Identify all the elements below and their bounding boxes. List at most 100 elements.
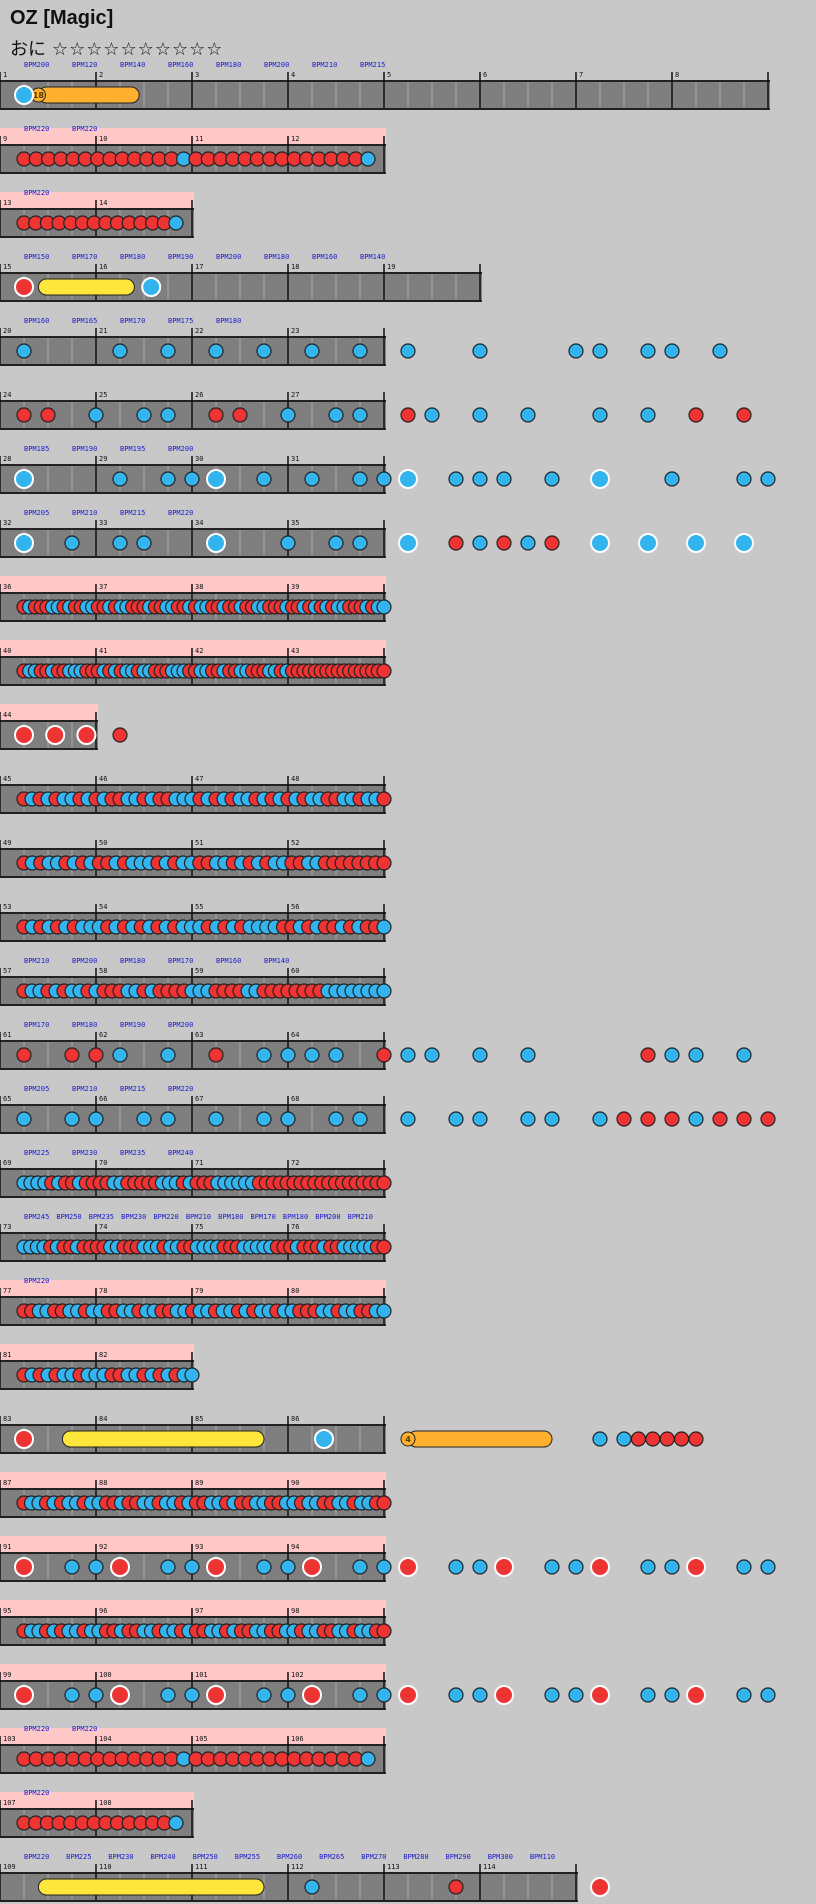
- bpm-label: BPM180: [72, 1021, 97, 1029]
- don-note: [110, 1557, 130, 1577]
- don-note: [590, 1685, 610, 1705]
- lane-border: [0, 620, 386, 622]
- measure-number: 74: [99, 1223, 107, 1231]
- ka-note: [64, 535, 80, 551]
- bpm-label: BPM200: [168, 1021, 193, 1029]
- bpm-label: BPM180: [216, 61, 241, 69]
- bpm-label: BPM230: [121, 1213, 146, 1221]
- measure-number: 44: [3, 711, 11, 719]
- measure-number: 54: [99, 903, 107, 911]
- don-note: [398, 1685, 418, 1705]
- ka-note: [376, 1687, 392, 1703]
- ka-note: [592, 407, 608, 423]
- measure-number: 84: [99, 1415, 107, 1423]
- bpm-label: BPM190: [72, 445, 97, 453]
- chart-row: 73 74 75 76 BPM245 BPM250 BPM235 BPM230 BPM220 BP…: [0, 1213, 392, 1262]
- ka-note: [590, 533, 610, 553]
- ka-note: [640, 343, 656, 359]
- measure-number: 38: [195, 583, 203, 591]
- bpm-label: BPM160: [24, 317, 49, 325]
- ka-note: [160, 1047, 176, 1063]
- bpm-label: BPM220: [153, 1213, 178, 1221]
- don-note: [376, 1623, 392, 1639]
- ka-note: [280, 1559, 296, 1575]
- ka-note: [736, 1687, 752, 1703]
- measure-number: 43: [291, 647, 299, 655]
- lane-border: [0, 940, 386, 942]
- bpm-label: BPM220: [168, 509, 193, 517]
- ka-note: [64, 1559, 80, 1575]
- measure-number: 21: [99, 327, 107, 335]
- chart-row: 1 2 3 4 5 6 7 8 BPM200 BPM120 BPM140 BPM160 BPM180 BP…: [0, 61, 770, 110]
- bpm-label: BPM210: [348, 1213, 373, 1221]
- drumroll-note: [37, 1878, 265, 1896]
- bpm-label: BPM260: [277, 1853, 302, 1861]
- lane-border: [0, 784, 386, 786]
- ka-note: [688, 1111, 704, 1127]
- ka-note: [472, 471, 488, 487]
- measure-number: 3: [195, 71, 199, 79]
- don-note: [494, 1557, 514, 1577]
- ka-note: [141, 277, 162, 297]
- ka-note: [136, 1111, 152, 1127]
- measure-number: 9: [3, 135, 7, 143]
- measure-number: 15: [3, 263, 11, 271]
- don-note: [14, 1557, 34, 1577]
- ka-note: [206, 533, 226, 553]
- bpm-label: BPM230: [72, 1149, 97, 1157]
- ka-note: [64, 1687, 80, 1703]
- bpm-label: BPM120: [72, 61, 97, 69]
- chart-row: 57 58 59 60 BPM210 BPM200 BPM180 BPM170 BPM160 BP…: [0, 957, 392, 1006]
- don-note: [448, 535, 464, 551]
- measure-number: 110: [99, 1863, 112, 1871]
- ka-note: [496, 471, 512, 487]
- ka-note: [376, 919, 392, 935]
- measure-number: 16: [99, 263, 107, 271]
- lane-border: [0, 236, 194, 238]
- drumroll-note: [61, 1430, 265, 1448]
- bpm-label: BPM215: [120, 1085, 145, 1093]
- measure-number: 79: [195, 1287, 203, 1295]
- lane-border: [0, 1296, 386, 1298]
- ka-note: [136, 535, 152, 551]
- ka-note: [352, 535, 368, 551]
- measure-number: 55: [195, 903, 203, 911]
- ka-note: [256, 1047, 272, 1063]
- lane-border: [0, 300, 482, 302]
- ka-note: [184, 1367, 200, 1383]
- don-note: [630, 1431, 647, 1447]
- measure-number: 105: [195, 1735, 208, 1743]
- measure-number: 65: [3, 1095, 11, 1103]
- ka-note: [616, 1431, 632, 1447]
- bpm-label: BPM170: [168, 957, 193, 965]
- ka-note: [112, 471, 128, 487]
- ka-note: [448, 1111, 464, 1127]
- ka-note: [400, 343, 416, 359]
- ka-note: [712, 343, 728, 359]
- measure-number: 78: [99, 1287, 107, 1295]
- ka-note: [734, 533, 754, 553]
- note-lane: [0, 338, 386, 364]
- ka-note: [760, 471, 776, 487]
- ka-note: [208, 1111, 224, 1127]
- ka-note: [304, 343, 320, 359]
- don-note: [398, 1557, 418, 1577]
- drumroll-note: [37, 278, 135, 296]
- bpm-label: BPM200: [168, 445, 193, 453]
- don-note: [64, 1047, 80, 1063]
- measure-number: 29: [99, 455, 107, 463]
- ka-note: [352, 1687, 368, 1703]
- ka-note: [304, 1047, 320, 1063]
- chart-row: 40 41 42 43: [0, 640, 392, 686]
- bpm-label: BPM205: [24, 509, 49, 517]
- ka-note: [352, 471, 368, 487]
- ka-note: [14, 533, 34, 553]
- ka-note: [352, 1111, 368, 1127]
- don-note: [590, 1557, 610, 1577]
- ka-note: [592, 343, 608, 359]
- chart-row: 95 96 97 98: [0, 1600, 392, 1646]
- measure-number: 14: [99, 199, 107, 207]
- don-note: [376, 1047, 392, 1063]
- don-note: [14, 1685, 34, 1705]
